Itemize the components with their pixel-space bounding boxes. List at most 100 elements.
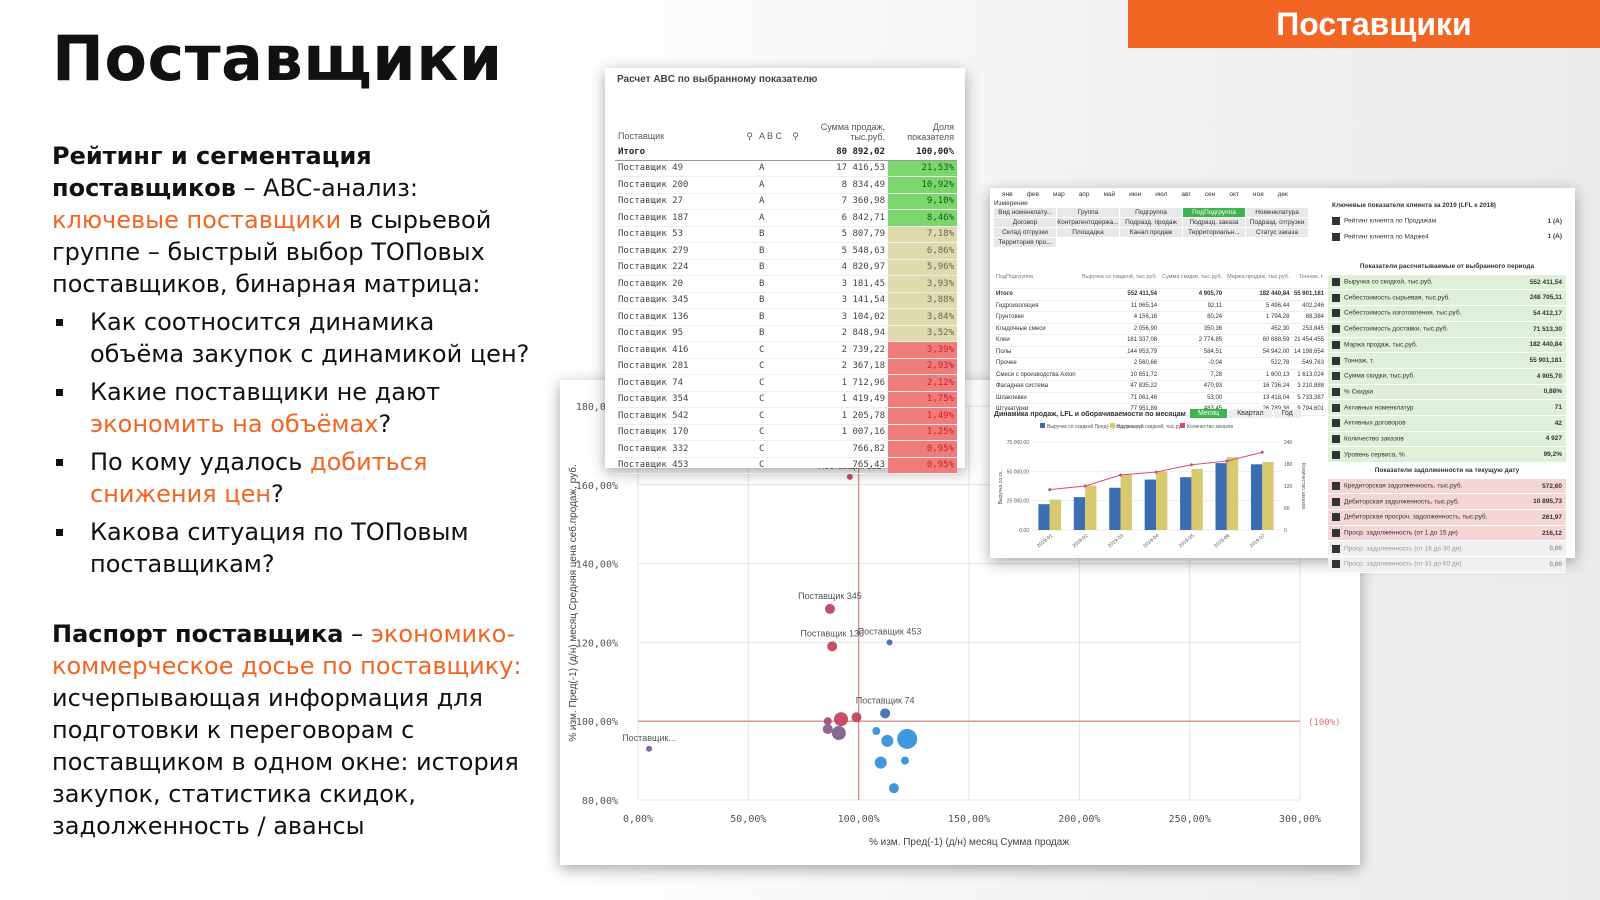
table-row[interactable]: Поставщик 354 C 1 419,49 1,75% xyxy=(615,391,957,408)
col-sum-header[interactable]: Сумма продаж, тыс.руб. xyxy=(820,122,885,142)
col-abc-header[interactable]: A B C ⚲ xyxy=(756,106,802,144)
table-row[interactable]: Поставщик 332 C 766,82 0,95% xyxy=(615,440,957,458)
dimension-filter[interactable]: Склад отгрузки xyxy=(994,228,1056,237)
table-row[interactable]: Поставщик 224 B 4 820,97 5,96% xyxy=(615,259,957,276)
bar-current[interactable] xyxy=(1156,471,1168,530)
month-chip[interactable]: июл xyxy=(1155,191,1168,198)
scatter-point[interactable] xyxy=(834,712,849,727)
month-chip[interactable]: авг xyxy=(1181,191,1191,198)
table-row[interactable]: Грунтовки 4 156,16 80,24 1 794,28 88,384 xyxy=(994,311,1326,324)
col-supplier-header[interactable]: Поставщик ⚲ xyxy=(615,106,756,144)
scatter-point[interactable] xyxy=(886,639,893,646)
dimension-filter[interactable]: Подразд. отгрузки xyxy=(1246,218,1308,227)
orders-point[interactable] xyxy=(1225,459,1229,463)
scatter-point[interactable] xyxy=(874,756,887,769)
search-icon[interactable]: ⚲ xyxy=(792,131,799,141)
bar-current[interactable] xyxy=(1262,461,1274,530)
dimension-filter[interactable]: Статус заказа xyxy=(1246,228,1308,237)
table-row[interactable]: Поставщик 345 B 3 141,54 3,88% xyxy=(615,292,957,309)
table-row[interactable]: Поставщик 281 C 2 367,18 2,93% xyxy=(615,358,957,375)
month-chip[interactable]: май xyxy=(1103,191,1116,198)
orders-point[interactable] xyxy=(1119,473,1123,477)
orders-point[interactable] xyxy=(1260,450,1264,454)
bar-current[interactable] xyxy=(1120,474,1132,530)
period-tab[interactable]: Год xyxy=(1273,409,1301,418)
dimension-filter[interactable]: Подразд. заказа xyxy=(1183,218,1245,227)
orders-point[interactable] xyxy=(1154,470,1158,474)
table-row[interactable]: Поставщик 453 C 765,43 0,95% xyxy=(615,457,957,474)
table-row[interactable]: Поставщик 416 C 2 739,22 3,39% xyxy=(615,341,957,359)
table-row[interactable]: Итого 552 411,54 4 905,70 182 440,84 55 901,… xyxy=(994,288,1326,301)
table-row[interactable]: Поставщик 20 B 3 181,45 3,93% xyxy=(615,275,957,293)
bar-current[interactable] xyxy=(1191,468,1203,530)
scatter-point[interactable] xyxy=(823,717,832,726)
col-share-header[interactable]: Доля показателя xyxy=(907,122,954,142)
bar-prev-year[interactable] xyxy=(1144,479,1156,530)
scatter-point[interactable] xyxy=(827,641,838,652)
period-tab[interactable]: Квартал xyxy=(1229,409,1272,418)
column-header[interactable]: ПодПодгруппа xyxy=(994,266,1079,289)
bar-prev-year[interactable] xyxy=(1073,497,1086,530)
table-row[interactable]: Шпаклевки 71 061,46 53,00 13 418,04 5 733,38… xyxy=(994,392,1326,404)
bar-current[interactable] xyxy=(1085,485,1097,530)
scatter-point[interactable] xyxy=(872,727,881,736)
bar-prev-year[interactable] xyxy=(1180,477,1192,530)
dimension-filter[interactable]: Канал продаж xyxy=(1120,228,1182,237)
dimension-filter[interactable]: Площадка xyxy=(1057,228,1119,237)
bar-prev-year[interactable] xyxy=(1215,463,1227,530)
dimension-filter[interactable]: Группа xyxy=(1057,208,1119,217)
dimension-filter[interactable]: Номенклатура xyxy=(1246,208,1308,217)
dimension-filter[interactable]: Территория про... xyxy=(994,238,1056,247)
month-chip[interactable]: сен xyxy=(1204,191,1216,198)
table-row[interactable]: Гидроизоляция 11 965,14 92,11 5 496,44 402,2… xyxy=(994,300,1326,312)
table-row[interactable]: Прочее 2 560,66 -0,04 522,78 549,763 xyxy=(994,357,1326,370)
month-chip[interactable]: апр xyxy=(1078,191,1090,198)
bar-current[interactable] xyxy=(1049,499,1062,530)
table-row[interactable]: Поставщик 74 C 1 712,96 2,12% xyxy=(615,374,957,392)
table-row[interactable]: Поставщик 136 B 3 104,02 3,84% xyxy=(615,308,957,326)
scatter-point[interactable] xyxy=(646,745,653,752)
scatter-point[interactable] xyxy=(846,473,853,480)
bar-current[interactable] xyxy=(1226,457,1239,530)
orders-point[interactable] xyxy=(1189,463,1193,467)
table-row[interactable]: Поставщик 95 B 2 848,94 3,52% xyxy=(615,325,957,342)
dimension-filter[interactable]: ПодПодгруппа xyxy=(1183,208,1245,217)
orders-point[interactable] xyxy=(1083,484,1087,488)
table-row[interactable]: Поставщик 27 A 7 360,98 9,10% xyxy=(615,193,957,210)
table-row[interactable]: Поставщик 49 A 17 416,53 21,53% xyxy=(615,160,957,177)
dimension-filter[interactable]: Вид номенклату... xyxy=(994,208,1056,217)
bar-prev-year[interactable] xyxy=(1109,487,1121,530)
scatter-point[interactable] xyxy=(888,783,899,794)
month-chip[interactable]: мар xyxy=(1052,191,1065,198)
orders-point[interactable] xyxy=(1048,488,1052,492)
scatter-point[interactable] xyxy=(851,712,862,723)
search-icon[interactable]: ⚲ xyxy=(746,131,753,141)
scatter-point[interactable] xyxy=(881,734,894,747)
dimension-filter[interactable]: Подразд. продаж xyxy=(1120,218,1182,227)
column-header[interactable]: Маржа продаж, тыс.руб. xyxy=(1224,266,1292,289)
month-chip[interactable]: фев xyxy=(1026,191,1039,198)
month-chip[interactable]: ноя xyxy=(1252,191,1264,198)
bar-prev-year[interactable] xyxy=(1250,464,1263,530)
column-header[interactable]: Выручка со скидкой, тыс.руб. xyxy=(1078,266,1160,289)
table-row[interactable]: Смеси с производства Axton 10 651,72 7,28 1… xyxy=(994,369,1326,381)
scatter-point[interactable] xyxy=(831,726,846,741)
scatter-point[interactable] xyxy=(897,728,918,749)
table-row[interactable]: Поставщик 200 A 8 834,49 10,92% xyxy=(615,176,957,194)
month-chip[interactable]: окт xyxy=(1229,191,1239,198)
column-header[interactable]: Тоннаж, т. xyxy=(1291,266,1326,289)
table-row[interactable]: Поставщик 542 C 1 205,78 1,49% xyxy=(615,407,957,425)
scatter-point[interactable] xyxy=(901,756,910,765)
table-row[interactable]: Поставщик 170 C 1 007,16 1,25% xyxy=(615,424,957,441)
scatter-point[interactable] xyxy=(824,603,835,614)
table-row[interactable]: Клеи 181 337,08 2 774,85 60 688,59 21 454,45… xyxy=(994,334,1326,347)
dimension-filter[interactable]: Подгруппа xyxy=(1120,208,1182,217)
table-row[interactable]: Кладочные смеси 2 056,90 350,36 452,30 253,8… xyxy=(994,323,1326,335)
scatter-point[interactable] xyxy=(822,724,833,735)
table-row[interactable]: Полы 144 953,79 584,51 54 942,00 14 198,654 xyxy=(994,346,1326,358)
month-chip[interactable]: дек xyxy=(1277,191,1288,198)
column-header[interactable]: Сумма скидки, тыс.руб. xyxy=(1159,266,1225,289)
dimension-filter[interactable]: Договор xyxy=(994,218,1056,227)
scatter-point[interactable] xyxy=(880,708,891,719)
table-row[interactable]: Поставщик 53 B 5 807,79 7,18% xyxy=(615,226,957,243)
